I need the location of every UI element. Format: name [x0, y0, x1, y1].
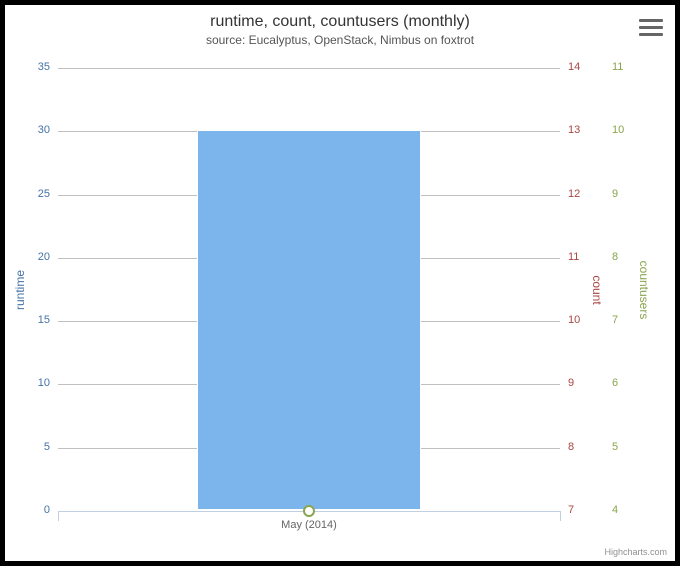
x-tick-label: May (2014)	[281, 519, 337, 531]
y-right1-tick-label: 10	[568, 314, 580, 326]
y-left-tick-label: 5	[44, 441, 50, 453]
runtime-bar[interactable]	[197, 130, 422, 510]
gridline	[58, 68, 560, 69]
y-right1-tick-label: 14	[568, 61, 580, 73]
context-menu-button[interactable]	[639, 15, 663, 37]
y-left-tick-label: 0	[44, 504, 50, 516]
plot-area: 0510152025303578910111213144567891011May…	[58, 68, 560, 511]
x-tick	[58, 511, 59, 521]
y-left-tick-label: 25	[38, 188, 50, 200]
y-right1-tick-label: 11	[568, 251, 579, 263]
y-right2-tick-label: 6	[612, 377, 618, 389]
hamburger-icon	[639, 19, 663, 22]
countusers-marker[interactable]	[303, 505, 315, 517]
credits-link[interactable]: Highcharts.com	[604, 547, 667, 557]
y-right2-tick-label: 5	[612, 441, 618, 453]
y-left-tick-label: 15	[38, 314, 50, 326]
y-left-tick-label: 30	[38, 124, 50, 136]
y-right2-tick-label: 10	[612, 124, 624, 136]
y-right2-tick-label: 4	[612, 504, 618, 516]
y-right2-tick-label: 11	[612, 61, 623, 73]
x-tick	[560, 511, 561, 521]
y-right2-axis-title: countusers	[637, 260, 651, 319]
y-right2-tick-label: 9	[612, 188, 618, 200]
y-right2-tick-label: 7	[612, 314, 618, 326]
y-right2-tick-label: 8	[612, 251, 618, 263]
chart-title: runtime, count, countusers (monthly)	[5, 13, 675, 31]
y-right1-tick-label: 9	[568, 377, 574, 389]
y-right1-tick-label: 7	[568, 504, 574, 516]
y-left-tick-label: 10	[38, 377, 50, 389]
chart-frame: runtime, count, countusers (monthly) sou…	[0, 0, 680, 566]
y-right1-tick-label: 8	[568, 441, 574, 453]
chart-subtitle: source: Eucalyptus, OpenStack, Nimbus on…	[5, 33, 675, 47]
chart-container: runtime, count, countusers (monthly) sou…	[5, 5, 675, 561]
y-right1-tick-label: 12	[568, 188, 580, 200]
y-left-tick-label: 35	[38, 61, 50, 73]
y-right1-tick-label: 13	[568, 124, 580, 136]
y-left-tick-label: 20	[38, 251, 50, 263]
y-right1-axis-title: count	[590, 275, 604, 304]
y-left-axis-title: runtime	[13, 269, 27, 309]
